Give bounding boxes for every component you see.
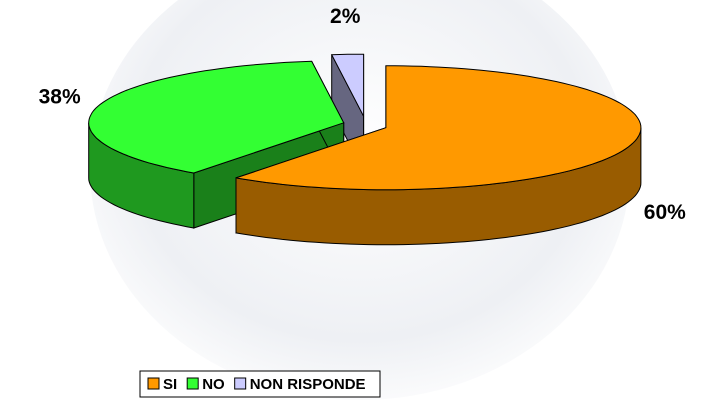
slice xyxy=(330,53,365,117)
labels: 2% 38% 60% xyxy=(39,5,687,224)
pie xyxy=(88,53,642,246)
legend-label: NON RISPONDE xyxy=(250,376,366,393)
legend-swatch xyxy=(186,377,199,390)
legend-swatch xyxy=(147,377,160,390)
data-label: 2% xyxy=(330,5,361,28)
data-label: 60% xyxy=(644,201,686,224)
legend-label: NO xyxy=(202,376,225,393)
legend-box xyxy=(139,370,381,398)
legend: SI NO NON RISPONDE xyxy=(147,376,366,393)
slice xyxy=(88,60,345,174)
legend-label: SI xyxy=(163,376,177,393)
slice xyxy=(235,65,642,191)
data-label: 38% xyxy=(39,86,81,109)
legend-swatch xyxy=(234,377,247,390)
